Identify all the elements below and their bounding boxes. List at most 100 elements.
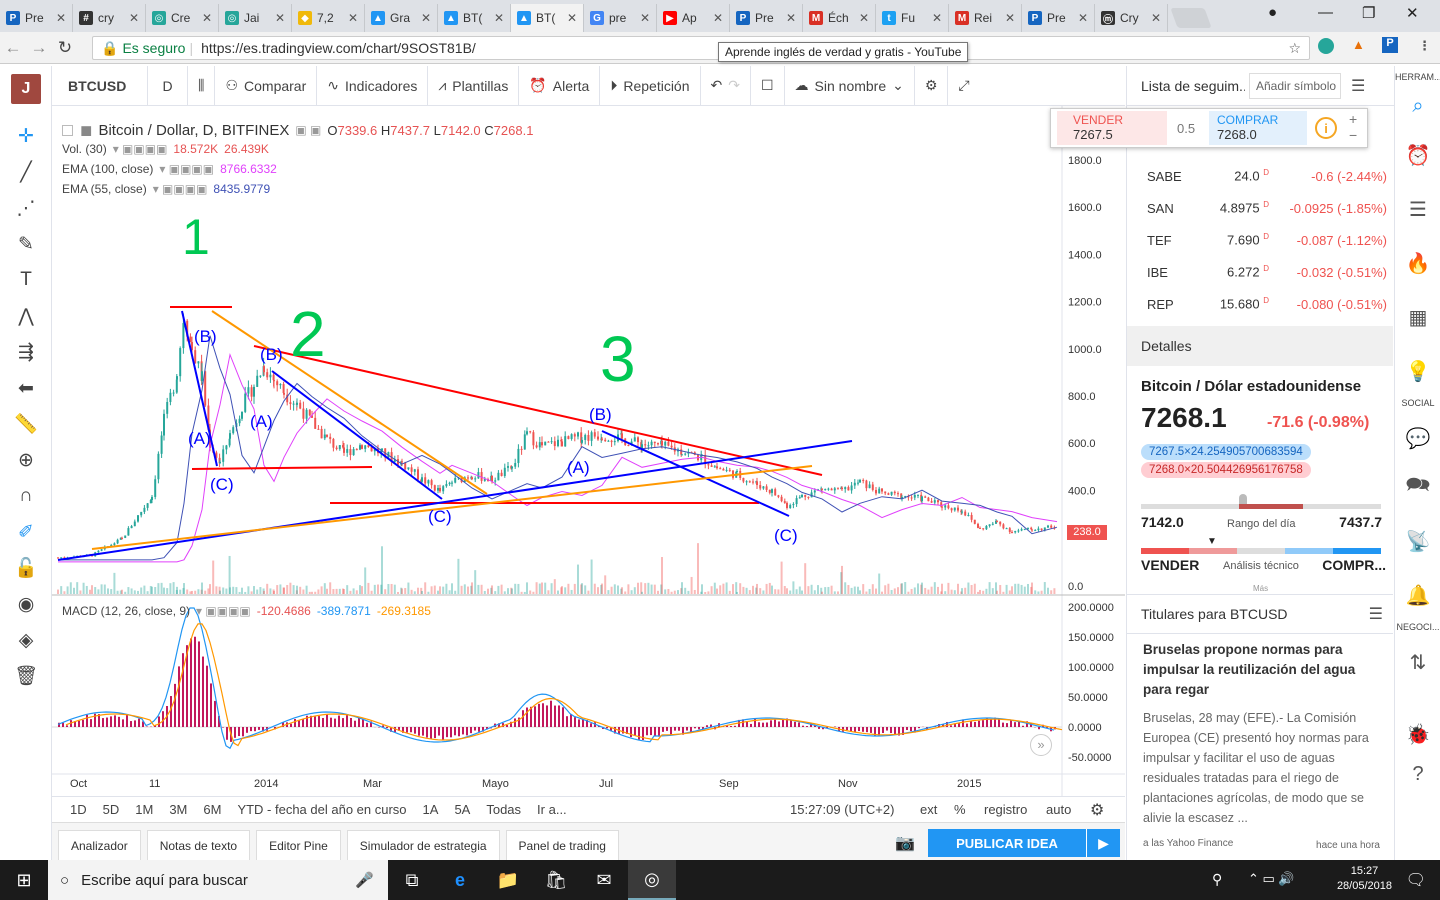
tab-close-icon[interactable]: ✕: [201, 11, 212, 25]
timeframe-item[interactable]: 3M: [169, 802, 188, 817]
chat-icon[interactable]: 💬: [1405, 427, 1431, 450]
tab-close-icon[interactable]: ✕: [931, 11, 942, 25]
browser-tab[interactable]: ▲ BT(✕: [438, 4, 511, 32]
chart-canvas[interactable]: 1800.01600.01400.01200.01000.0800.0600.0…: [52, 106, 1125, 796]
ema100-legend[interactable]: EMA (100, close) ▾ ▣▣▣▣ 8766.6332: [62, 162, 277, 176]
tab-close-icon[interactable]: ✕: [566, 11, 577, 25]
tab-close-icon[interactable]: ✕: [785, 11, 796, 25]
timeframe-item[interactable]: 1M: [135, 802, 154, 817]
task-view-icon[interactable]: ⧉: [405, 869, 419, 890]
percent-toggle[interactable]: %: [954, 802, 966, 817]
browser-tab[interactable]: ◎ Jai ✕: [219, 4, 292, 32]
maximize-icon[interactable]: ❐: [1362, 5, 1376, 22]
tab-close-icon[interactable]: ✕: [1004, 11, 1015, 25]
browser-tab[interactable]: M Rei ✕: [949, 4, 1022, 32]
zoom-icon[interactable]: ⊕: [18, 449, 34, 471]
browser-tab[interactable]: ◎ Cre ✕: [146, 4, 219, 32]
brush-icon[interactable]: ✎: [18, 233, 34, 255]
legend-controls-icon[interactable]: ▾ ▣▣▣▣: [112, 142, 168, 156]
tab-close-icon[interactable]: ✕: [274, 11, 285, 25]
volume-legend[interactable]: Vol. (30) ▾ ▣▣▣▣ 18.572K 26.439K: [62, 142, 269, 156]
list-icon[interactable]: ☰: [1409, 198, 1427, 221]
timeframe-item[interactable]: YTD - fecha del año en curso: [237, 802, 407, 817]
mail-icon[interactable]: ✉: [596, 869, 612, 890]
flame-icon[interactable]: 🔥: [1405, 252, 1431, 275]
chart-type-button[interactable]: ⫼: [188, 65, 216, 106]
chrome-icon[interactable]: ◎: [628, 860, 676, 900]
windows-start-icon[interactable]: ⊞: [16, 869, 32, 890]
layout-button[interactable]: ☁ Sin nombre ⌄: [785, 65, 915, 106]
camera-icon[interactable]: 📷: [895, 835, 915, 852]
macd-legend[interactable]: MACD (12, 26, close, 9) ▾ ▣▣▣▣ -120.4686 …: [62, 604, 431, 618]
close-window-icon[interactable]: ✕: [1406, 5, 1419, 22]
arrow-left-icon[interactable]: ⬅: [18, 377, 34, 399]
browser-tab[interactable]: # cry ✕: [73, 4, 146, 32]
tab-close-icon[interactable]: ✕: [858, 11, 869, 25]
taskbar-clock[interactable]: 15:27 28/05/2018: [1337, 864, 1392, 894]
text-icon[interactable]: T: [20, 269, 32, 290]
collapse-icon[interactable]: [62, 124, 73, 136]
taskbar-search-input[interactable]: ○ Escribe aquí para buscar 🎤: [48, 860, 388, 900]
broadcast-icon[interactable]: 📡: [1405, 530, 1431, 553]
compare-button[interactable]: ⚇ Comparar: [215, 65, 318, 106]
watchlist-title[interactable]: Lista de seguim...: [1141, 77, 1245, 94]
calendar-icon[interactable]: ▦: [1408, 306, 1428, 329]
eye-icon[interactable]: ◉: [17, 593, 35, 615]
chart-area[interactable]: 1800.0 1600.0 1400.0 1200.0 1000.0 800.0 600.0…: [52, 106, 1125, 796]
quantity-stepper[interactable]: + −: [1349, 111, 1358, 143]
reload-icon[interactable]: ↻: [57, 37, 73, 57]
tab-close-icon[interactable]: ✕: [1150, 11, 1161, 25]
tab-close-icon[interactable]: ✕: [639, 11, 650, 25]
news-menu-icon[interactable]: ☰: [1368, 606, 1383, 623]
watchlist-row[interactable]: SAN 4.8975 D -0.0925 (-1.85%): [1127, 192, 1395, 224]
alert-button[interactable]: ⏰ Alerta: [519, 65, 601, 106]
notifications-icon[interactable]: 🗨: [1405, 872, 1426, 889]
bottom-tab[interactable]: Editor Pine: [256, 830, 341, 860]
url-input[interactable]: 🔒 Es seguro | https://es.tradingview.com…: [92, 36, 1310, 60]
bottom-tab[interactable]: Panel de trading: [505, 830, 619, 860]
tab-close-icon[interactable]: ✕: [420, 11, 431, 25]
legend-controls-icon[interactable]: ▾ ▣▣▣▣: [152, 182, 208, 196]
legend-controls-icon[interactable]: ▾ ▣▣▣▣: [196, 604, 251, 618]
scroll-right-icon[interactable]: »: [1030, 734, 1052, 756]
bottom-tab[interactable]: Analizador: [58, 830, 141, 860]
settings-boxes-icon[interactable]: ▣ ▣: [295, 123, 322, 137]
ext-toggle[interactable]: ext: [920, 802, 938, 817]
ruler-icon[interactable]: 📏: [14, 414, 38, 435]
buy-button[interactable]: COMPRAR 7268.0: [1209, 111, 1307, 145]
trade-arrows-icon[interactable]: ⇅: [1409, 651, 1427, 674]
tab-close-icon[interactable]: ✕: [493, 11, 504, 25]
symbol-search[interactable]: BTCUSD: [52, 65, 148, 106]
magnet-icon[interactable]: ∩: [19, 485, 33, 506]
timeframe-item[interactable]: 1A: [422, 802, 439, 817]
add-symbol-input[interactable]: Añadir símbolo: [1249, 72, 1341, 99]
watchlist-row[interactable]: IBE 6.272 D -0.032 (-0.51%): [1127, 256, 1395, 288]
browser-tab[interactable]: M Éch ✕: [803, 4, 876, 32]
bell-icon[interactable]: 🔔: [1405, 584, 1431, 607]
people-icon[interactable]: ⚲: [1212, 871, 1223, 887]
timeframe-item[interactable]: 5D: [102, 802, 120, 817]
browser-tab[interactable]: ◆ 7,2 ✕: [292, 4, 365, 32]
tab-close-icon[interactable]: ✕: [712, 11, 723, 25]
browser-tab[interactable]: P Pre ✕: [730, 4, 803, 32]
lock-icon-tool[interactable]: 🔓: [14, 558, 38, 579]
forward-icon[interactable]: →: [30, 37, 48, 57]
tab-close-icon[interactable]: ✕: [128, 11, 139, 25]
replay-button[interactable]: ⏵ Repetición: [600, 65, 701, 106]
undo-button[interactable]: ↶ ↷: [701, 65, 751, 106]
prediction-icon[interactable]: ⇶: [18, 341, 34, 363]
legend-controls-icon[interactable]: ▾ ▣▣▣▣: [159, 162, 215, 176]
extension-p-icon[interactable]: P: [1382, 37, 1398, 53]
fib-icon[interactable]: ⋰: [16, 197, 36, 219]
timeframe-item[interactable]: 6M: [203, 802, 222, 817]
templates-button[interactable]: ⩘ Plantillas: [428, 65, 520, 106]
tray-icons[interactable]: ⌃ ▭ 🔊: [1248, 871, 1295, 886]
extension-fox-icon[interactable]: ▲: [1352, 37, 1365, 52]
lightbulb-icon[interactable]: 💡: [1405, 360, 1431, 383]
file-explorer-icon[interactable]: 📁: [496, 869, 520, 890]
news-title[interactable]: Bruselas propone normas para impulsar la…: [1143, 642, 1356, 697]
trash-icon[interactable]: 🗑: [13, 666, 39, 687]
bottom-tab[interactable]: Simulador de estrategia: [346, 830, 500, 860]
new-tab-button[interactable]: [1170, 8, 1212, 28]
